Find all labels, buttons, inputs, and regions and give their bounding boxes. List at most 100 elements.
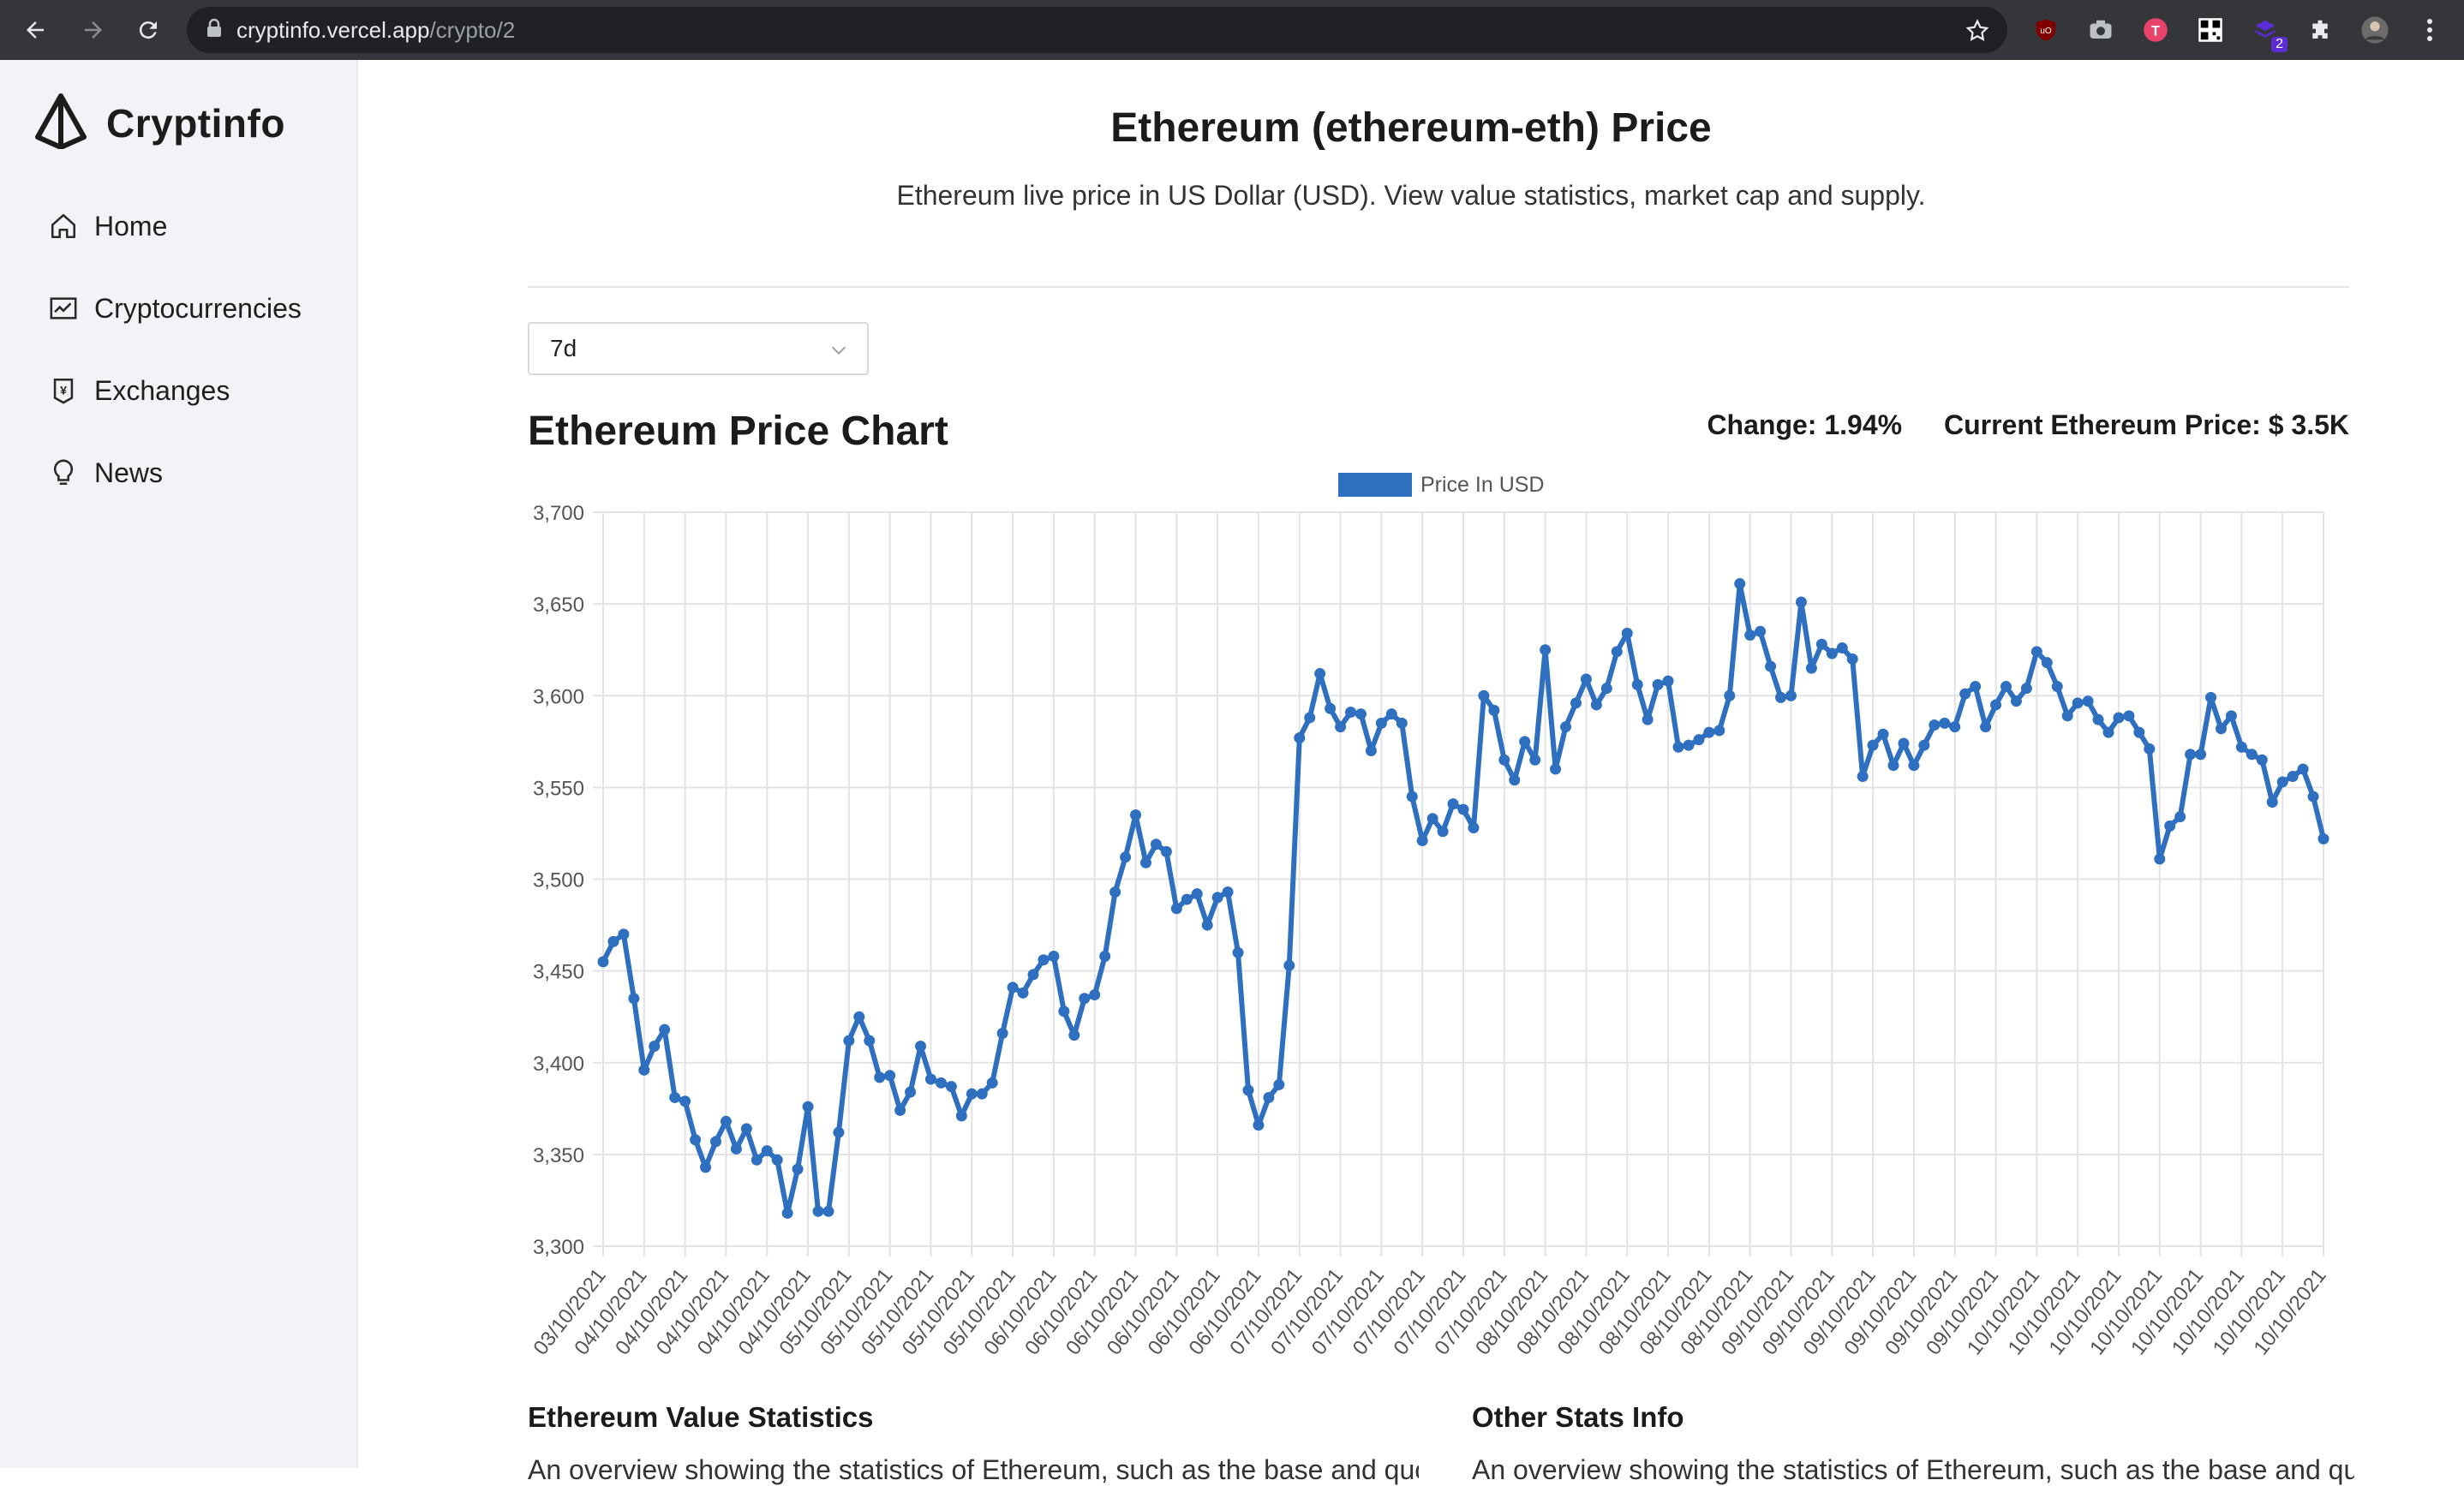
- price-point: [2030, 646, 2042, 658]
- price-point: [894, 1104, 906, 1116]
- price-point: [1437, 826, 1449, 838]
- price-point: [1990, 699, 2002, 711]
- y-tick-label: 3,400: [533, 1053, 584, 1076]
- price-point: [1795, 596, 1807, 608]
- address-bar[interactable]: cryptinfo.vercel.app/crypto/2: [187, 7, 2007, 53]
- price-point: [2082, 695, 2094, 707]
- price-point: [730, 1143, 742, 1155]
- ublock-icon[interactable]: uO: [2030, 15, 2061, 45]
- price-point: [976, 1088, 988, 1100]
- page-subtitle: Ethereum live price in US Dollar (USD). …: [896, 180, 1926, 211]
- price-point: [1191, 888, 1203, 900]
- price-point: [1027, 969, 1039, 981]
- price-point: [1755, 625, 1767, 637]
- time-period-select[interactable]: 7d: [528, 322, 869, 375]
- other-stats-heading: Other Stats Info: [1472, 1401, 1684, 1433]
- url-text: cryptinfo.vercel.app/crypto/2: [236, 17, 515, 44]
- sidebar-item-exchanges[interactable]: ¥ Exchanges: [48, 367, 230, 415]
- price-point: [1222, 886, 1234, 898]
- price-point: [1488, 704, 1500, 716]
- price-point: [1048, 950, 1060, 962]
- price-point: [1662, 675, 1674, 687]
- price-point: [1846, 653, 1858, 665]
- price-point: [1826, 648, 1838, 659]
- price-point: [1017, 987, 1029, 999]
- price-point: [1007, 982, 1019, 994]
- price-point: [709, 1136, 721, 1148]
- price-point: [597, 956, 609, 968]
- avatar[interactable]: [2359, 15, 2390, 45]
- price-point: [1867, 739, 1879, 751]
- price-point: [864, 1035, 876, 1047]
- price-point: [1683, 739, 1695, 751]
- price-point: [1621, 627, 1633, 639]
- y-tick-label: 3,600: [533, 685, 584, 708]
- price-point: [2041, 657, 2053, 669]
- price-point: [1283, 959, 1295, 971]
- price-point: [618, 928, 630, 940]
- puzzle-icon[interactable]: [2305, 15, 2335, 45]
- sidebar-item-cryptocurrencies[interactable]: Cryptocurrencies: [48, 284, 302, 332]
- price-point: [2000, 681, 2012, 693]
- price-point: [843, 1035, 855, 1047]
- price-point: [1355, 708, 1367, 720]
- page-title: Ethereum (ethereum-eth) Price: [1110, 105, 1712, 151]
- price-point: [690, 1134, 702, 1146]
- price-point: [2225, 710, 2237, 722]
- legend-label: Price In USD: [1420, 473, 1544, 497]
- price-point: [1099, 950, 1111, 962]
- price-point: [679, 1095, 691, 1107]
- sidebar-item-home[interactable]: Home: [48, 202, 167, 250]
- price-point: [1529, 754, 1541, 766]
- y-tick-label: 3,650: [533, 594, 584, 617]
- price-point: [1509, 774, 1521, 786]
- price-point: [720, 1115, 732, 1127]
- price-point: [1815, 638, 1827, 650]
- svg-text:uO: uO: [2040, 27, 2052, 36]
- back-icon[interactable]: [17, 12, 53, 48]
- browser-menu-icon[interactable]: [2414, 15, 2445, 45]
- reload-icon[interactable]: [130, 12, 166, 48]
- price-point: [1253, 1119, 1265, 1131]
- price-point: [1652, 678, 1664, 690]
- sidebar-item-news[interactable]: News: [48, 449, 163, 497]
- sidebar-item-label: Home: [94, 210, 168, 242]
- price-point: [812, 1205, 824, 1217]
- sidebar-item-label: Exchanges: [94, 374, 230, 406]
- price-point: [853, 1011, 865, 1023]
- bookmark-star-icon[interactable]: [1965, 18, 1990, 48]
- y-tick-label: 3,300: [533, 1236, 584, 1259]
- price-point: [1980, 721, 1992, 733]
- tron-extension-icon[interactable]: T: [2140, 15, 2171, 45]
- sidebar-item-label: News: [94, 457, 164, 488]
- extension-badge-icon[interactable]: 2: [2250, 15, 2288, 52]
- price-point: [740, 1123, 752, 1135]
- price-point: [1038, 954, 1050, 966]
- price-point: [1416, 835, 1428, 847]
- other-stats-description: An overview showing the statistics of Et…: [1472, 1454, 2354, 1485]
- brand[interactable]: Cryptinfo: [34, 93, 285, 153]
- brand-name: Cryptinfo: [106, 100, 285, 146]
- price-point: [2174, 811, 2186, 823]
- camera-icon[interactable]: [2085, 15, 2116, 45]
- price-point: [1929, 719, 1941, 731]
- y-tick-label: 3,450: [533, 961, 584, 984]
- qr-code-icon[interactable]: [2195, 15, 2226, 45]
- price-point: [1570, 697, 1582, 709]
- price-point: [607, 935, 619, 947]
- price-point: [1970, 681, 1982, 693]
- chevron-down-icon: [829, 341, 848, 364]
- forward-icon[interactable]: [75, 12, 111, 48]
- price-point: [2276, 776, 2288, 788]
- price-point: [2061, 710, 2073, 722]
- chart-icon: [48, 293, 79, 324]
- price-point: [1365, 745, 1377, 757]
- price-point: [1744, 630, 1756, 642]
- price-point: [1396, 717, 1408, 729]
- price-point: [1242, 1084, 1254, 1096]
- price-point: [822, 1205, 834, 1217]
- home-icon: [48, 211, 79, 242]
- price-point: [924, 1073, 936, 1085]
- price-point: [955, 1110, 967, 1122]
- price-point: [1079, 993, 1091, 1005]
